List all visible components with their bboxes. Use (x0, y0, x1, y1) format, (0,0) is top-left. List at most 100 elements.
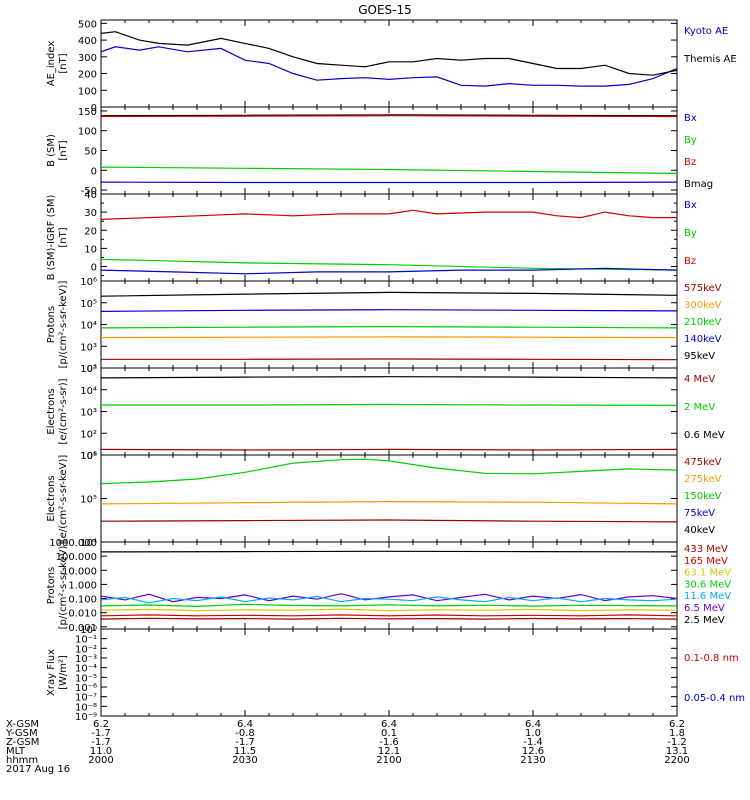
y-axis-label: Electrons (46, 388, 57, 434)
panel-frame (100, 19, 678, 108)
y-axis-label: Protons (46, 567, 57, 604)
series-line (101, 31, 677, 76)
legend-entry: 75keV (684, 508, 715, 519)
y-tick-label: 0.001 (68, 623, 97, 634)
legend-entry: 300keV (684, 300, 722, 311)
legend-entry: 2 MeV (684, 402, 715, 413)
legend-entry: 6.5 MeV (684, 603, 725, 614)
legend-entry: 30.6 MeV (684, 579, 731, 590)
y-tick-label: 400 (78, 36, 97, 47)
panel-6: 10⁴ 10⁵ 10⁶ Electrons [e/(cm²-s-sr-keV)] 475k… (46, 451, 722, 549)
panel-5: 10¹ 10² 10³ 10⁴ 10⁵ Electrons [e/(cm²-s-sr)] 4 … (46, 364, 725, 462)
y-tick-label: 10⁴ (80, 321, 97, 332)
y-tick-label: 10⁻³ (75, 654, 97, 665)
series-group (101, 114, 677, 184)
y-tick-label: 10.000 (62, 566, 97, 577)
panel-3: 0 10 20 30 40 B (SM)-IGRF (SM) [nT] Bx By Bz (46, 190, 697, 282)
series-line (101, 267, 677, 275)
legend-entry: 210keV (684, 317, 722, 328)
y-axis-unit: [e/(cm²-s-sr-keV)] (58, 455, 69, 543)
ephemeris-value: 2130 (520, 755, 545, 766)
series-line (101, 593, 677, 603)
ephemeris-value: 12.6 (522, 746, 544, 757)
y-tick-label: 10⁴ (80, 386, 97, 397)
series-line (101, 166, 677, 174)
y-tick-label: 10⁰ (80, 625, 97, 636)
series-line (101, 309, 677, 312)
y-tick-label: 10⁻⁴ (75, 664, 97, 675)
panel-frame (100, 367, 678, 456)
legend-entry: 0.6 MeV (684, 430, 725, 441)
ephemeris-value: -1.2 (667, 737, 687, 748)
y-tick-label: 10⁻¹ (75, 635, 97, 646)
ephemeris-value: -0.8 (235, 728, 255, 739)
legend-entry: Bmag (684, 179, 713, 190)
ephemeris-row-label: X-GSM (6, 719, 39, 730)
legend-entry: 165 MeV (684, 556, 728, 567)
panel-2: -50 0 50 100 150 B (SM) [nT] Bx By Bz Bmag (46, 106, 713, 197)
series-group (101, 209, 677, 275)
y-axis-unit: [W/m²] (58, 655, 69, 690)
y-tick-label: 200 (78, 70, 97, 81)
series-line (101, 403, 677, 406)
ephemeris-row-label: 2017 Aug 16 (6, 764, 70, 775)
y-tick-label: 10⁻⁷ (75, 693, 97, 704)
series-line (101, 603, 677, 608)
chart-title: GOES-15 (358, 3, 412, 17)
legend-entry: 275keV (684, 474, 722, 485)
y-tick-label: 10⁻⁹ (75, 712, 97, 723)
legend-entry: 433 MeV (684, 544, 728, 555)
panel-frame (100, 454, 678, 543)
series-line (101, 336, 677, 339)
ephemeris-value: 2200 (664, 755, 689, 766)
y-tick-label: 50 (84, 147, 97, 158)
ephemeris-value: 11.0 (90, 746, 112, 757)
ephemeris-value: 2000 (88, 755, 113, 766)
ephemeris-value: -1.7 (91, 728, 111, 739)
y-axis-label: B (SM) (46, 134, 57, 167)
series-line (101, 614, 677, 617)
legend-entry: 0.1-0.8 nm (684, 653, 739, 664)
y-tick-label: 10² (80, 364, 97, 375)
y-tick-label: 10⁻⁸ (75, 702, 97, 713)
series-line (101, 115, 677, 118)
y-axis-label: Electrons (46, 475, 57, 521)
series-line (101, 209, 677, 220)
y-tick-label: 10⁵ (80, 299, 97, 310)
ephemeris-value: 0.1 (381, 728, 397, 739)
legend-entry: Bx (684, 113, 697, 124)
y-axis-unit: [nT] (58, 140, 69, 160)
y-tick-label: 100 (78, 127, 97, 138)
ephemeris-value: 11.5 (234, 746, 256, 757)
panel-frame (100, 106, 678, 195)
y-axis-unit: [e/(cm²-s-sr)] (58, 378, 69, 444)
panel-frame (100, 628, 678, 717)
y-tick-label: -50 (81, 186, 97, 197)
series-line (101, 608, 677, 612)
y-tick-label: 10⁵ (80, 364, 97, 375)
y-axis-unit: [nT] (58, 53, 69, 73)
series-line (101, 291, 677, 297)
legend-entry: 575keV (684, 283, 722, 294)
y-tick-label: 10⁻⁵ (75, 673, 97, 684)
y-tick-label: 1000.000 (49, 538, 97, 549)
legend-entry: 11.6 MeV (684, 591, 731, 602)
legend-entry: 0.05-0.4 nm (684, 693, 745, 704)
series-line (101, 114, 677, 117)
ephemeris-row-label: MLT (6, 746, 26, 757)
ephemeris-value: 6.2 (669, 719, 685, 730)
y-tick-label: 10³ (80, 408, 97, 419)
series-line (101, 376, 677, 379)
y-tick-label: 10⁵ (80, 495, 97, 506)
legend-entry: 150keV (684, 491, 722, 502)
y-axis-label: Protons (46, 306, 57, 343)
legend-entry: 40keV (684, 525, 715, 536)
y-tick-label: 10⁶ (80, 277, 97, 288)
legend-entry: 4 MeV (684, 374, 715, 385)
y-tick-label: 10 (84, 244, 97, 255)
legend-entry: 140keV (684, 334, 722, 345)
y-tick-label: 10³ (80, 342, 97, 353)
